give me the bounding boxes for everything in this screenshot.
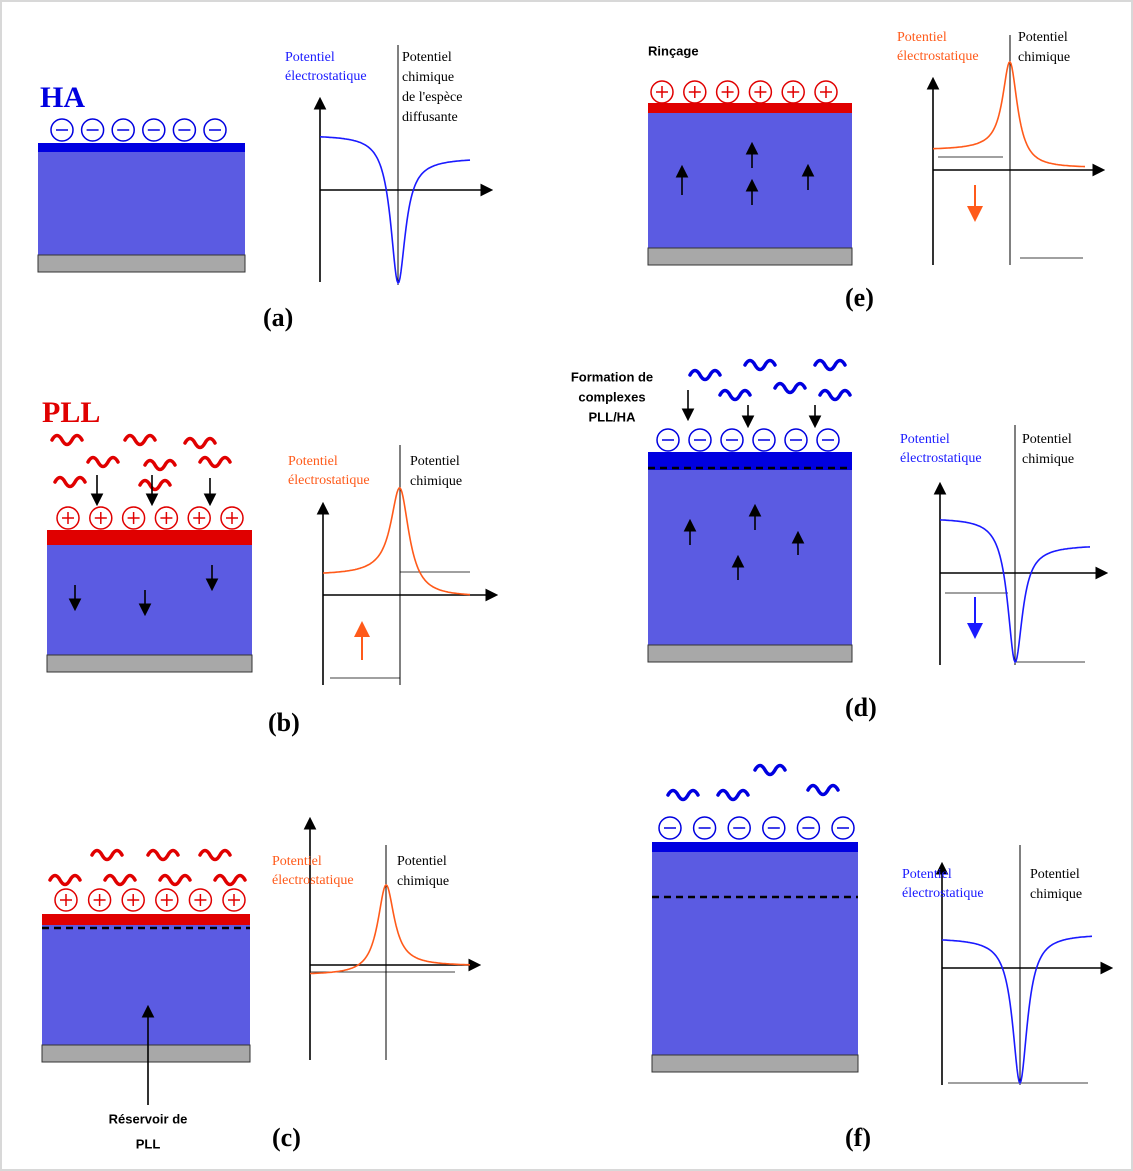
support: [47, 655, 252, 672]
substrate-body: [652, 842, 858, 1055]
electrostatic-label: Potentiel: [897, 30, 947, 45]
annotation: Formation de: [571, 369, 653, 384]
electrostatic-label: Potentiel: [288, 454, 338, 469]
electrostatic-label: électrostatique: [288, 473, 370, 488]
panel-letter: (a): [263, 303, 293, 332]
chemical-label: Potentiel: [397, 854, 447, 869]
annotation: Réservoir de: [109, 1111, 188, 1126]
panel-heading: PLL: [42, 396, 100, 429]
surface-layer: [47, 530, 252, 545]
substrate-body: [648, 103, 852, 248]
substrate-body: [648, 452, 852, 645]
electrostatic-label: Potentiel: [902, 867, 952, 882]
chemical-label: chimique: [410, 474, 462, 489]
panel-letter: (e): [845, 283, 874, 312]
electrostatic-label: électrostatique: [272, 873, 354, 888]
chemical-label: Potentiel: [410, 454, 460, 469]
chemical-label: Potentiel: [1022, 432, 1072, 447]
chemical-label: chimique: [402, 70, 454, 85]
chemical-label: chimique: [1030, 887, 1082, 902]
panel-letter: (c): [272, 1123, 301, 1152]
support: [42, 1045, 250, 1062]
surface-layer: [42, 914, 250, 925]
annotation: PLL: [136, 1136, 161, 1151]
diagram: Potentiel électrostatique Potentiel chimiqu…: [0, 0, 1133, 1171]
panel-letter: (d): [845, 693, 877, 722]
substrate-body: [42, 914, 250, 1045]
support: [648, 248, 852, 265]
electrostatic-label: électrostatique: [285, 69, 367, 84]
surface-layer: [652, 842, 858, 852]
surface-layer: [38, 143, 245, 152]
annotation: complexes: [578, 389, 645, 404]
chemical-label: chimique: [1022, 452, 1074, 467]
chemical-label: Potentiel: [1018, 30, 1068, 45]
support: [38, 255, 245, 272]
chemical-label: Potentiel: [1030, 867, 1080, 882]
chemical-label: chimique: [397, 874, 449, 889]
chemical-label: chimique: [1018, 50, 1070, 65]
electrostatic-label: électrostatique: [900, 451, 982, 466]
support: [652, 1055, 858, 1072]
chemical-label: diffusante: [402, 110, 458, 125]
electrostatic-label: Potentiel: [285, 50, 335, 65]
substrate-body: [38, 143, 245, 255]
panel-heading: HA: [40, 81, 85, 114]
electrostatic-label: Potentiel: [272, 854, 322, 869]
substrate-body: [47, 530, 252, 655]
chemical-label: de l'espèce: [402, 90, 462, 105]
panel-letter: (b): [268, 708, 300, 737]
electrostatic-label: électrostatique: [902, 886, 984, 901]
panel-heading: Rinçage: [648, 43, 699, 58]
surface-layer: [648, 103, 852, 113]
panel-letter: (f): [845, 1123, 871, 1152]
support: [648, 645, 852, 662]
electrostatic-label: Potentiel: [900, 432, 950, 447]
electrostatic-label: électrostatique: [897, 49, 979, 64]
annotation: PLL/HA: [589, 409, 637, 424]
chemical-label: Potentiel: [402, 50, 452, 65]
